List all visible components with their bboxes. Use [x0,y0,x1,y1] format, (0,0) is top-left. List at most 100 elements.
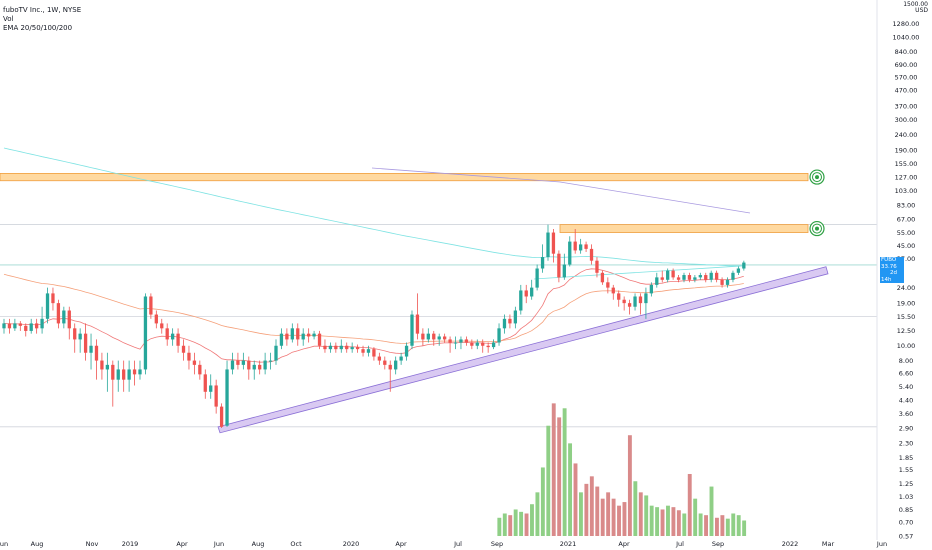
ema-200-line [371,167,751,214]
candle [18,321,22,331]
volume-bars [497,403,747,536]
volume-bar [584,483,589,536]
candle [421,328,425,346]
candle [187,345,191,370]
candle [595,257,599,278]
currency-label: USD [915,7,928,14]
candle-body [557,253,561,278]
candle [366,345,371,357]
candle-body [334,345,338,350]
candle [45,287,50,324]
volume-bar [497,517,502,536]
price-axis-ticks[interactable]: 1280.00 1040.00 840.00 690.00 570.00 470.00 37… [893,20,920,540]
candle [415,293,420,340]
candle-body [442,336,447,340]
time-tick-label: Mar [822,540,835,548]
volume-bar [633,481,638,536]
candle-body [693,277,697,280]
candle-body [655,277,659,285]
candle-body [399,356,403,361]
time-tick-label: Sep [491,540,503,548]
candle [345,342,349,353]
candle [181,339,186,361]
candle [116,360,120,392]
volume-bar [589,476,594,536]
candle-body [78,333,82,340]
time-axis-ticks[interactable]: Jun Aug Nov 2019 Apr Jun Aug Oct 2020 Apr Jul Sep 20… [0,540,887,548]
candle-body [24,325,28,331]
time-tick-label: Aug [252,540,265,548]
candle-body [568,241,572,265]
volume-bar [573,463,578,536]
time-tick-label: Aug [31,540,44,548]
time-tick-label: 2021 [560,540,577,548]
candle [530,279,534,300]
candle [301,328,305,346]
candle-body [633,296,637,307]
candle-body [486,345,490,348]
candle [622,296,626,311]
price-tick-label: 1280.00 [893,20,920,28]
candle-body [584,244,588,249]
candle [127,360,131,392]
candle-body [45,293,50,319]
volume-bar [546,425,551,536]
volume-bar [660,509,665,536]
price-tick-label: 190.00 [895,147,918,155]
candle-body [122,369,126,380]
candle [687,272,692,283]
volume-bar [709,486,714,536]
price-tick-label: 103.00 [895,187,918,195]
candle-body [143,296,148,370]
candle [312,330,316,340]
candle-body [682,275,686,280]
candle [334,342,338,353]
target-icon-ring [812,223,822,234]
resistance-zones[interactable] [0,169,825,237]
candle [132,360,137,386]
volume-bar [502,513,507,536]
candle [486,342,490,353]
candle [448,336,452,353]
volume-bar [617,505,621,536]
candle [617,290,621,307]
candle-body [132,369,137,375]
candle-body [203,374,207,392]
candle-body [432,333,436,340]
candle [241,352,246,370]
candle-body [410,314,414,346]
candle [720,277,724,288]
candle-body [736,268,741,273]
volume-bar [714,517,719,536]
candle [676,275,681,283]
candle-body [687,275,692,280]
volume-bar [600,498,605,536]
volume-bar [736,515,741,536]
price-tick-label: 45.00 [897,242,916,250]
candle-body [421,333,425,340]
candle-body [13,323,17,329]
candle [40,306,44,334]
candle-body [475,342,479,346]
candle-body [176,333,180,346]
time-tick-label: Jun [876,540,887,548]
volume-bar [524,513,529,536]
candle-body [497,328,501,343]
candle-body [595,260,599,273]
rising-trendline[interactable] [217,266,829,434]
price-tick-label: 12.50 [897,327,916,335]
candle-body [742,262,746,269]
candle-body [225,369,229,426]
candle-body [491,342,496,348]
volume-bar [540,467,545,536]
candle [34,318,39,334]
volume-bar [530,504,534,536]
candle [666,268,670,283]
price-tick-label: 1040.00 [893,34,920,42]
candle-body [611,287,615,294]
price-tick-label: 67.00 [897,216,916,224]
candle-body [551,232,556,254]
candle [584,241,588,253]
candle [203,369,207,399]
